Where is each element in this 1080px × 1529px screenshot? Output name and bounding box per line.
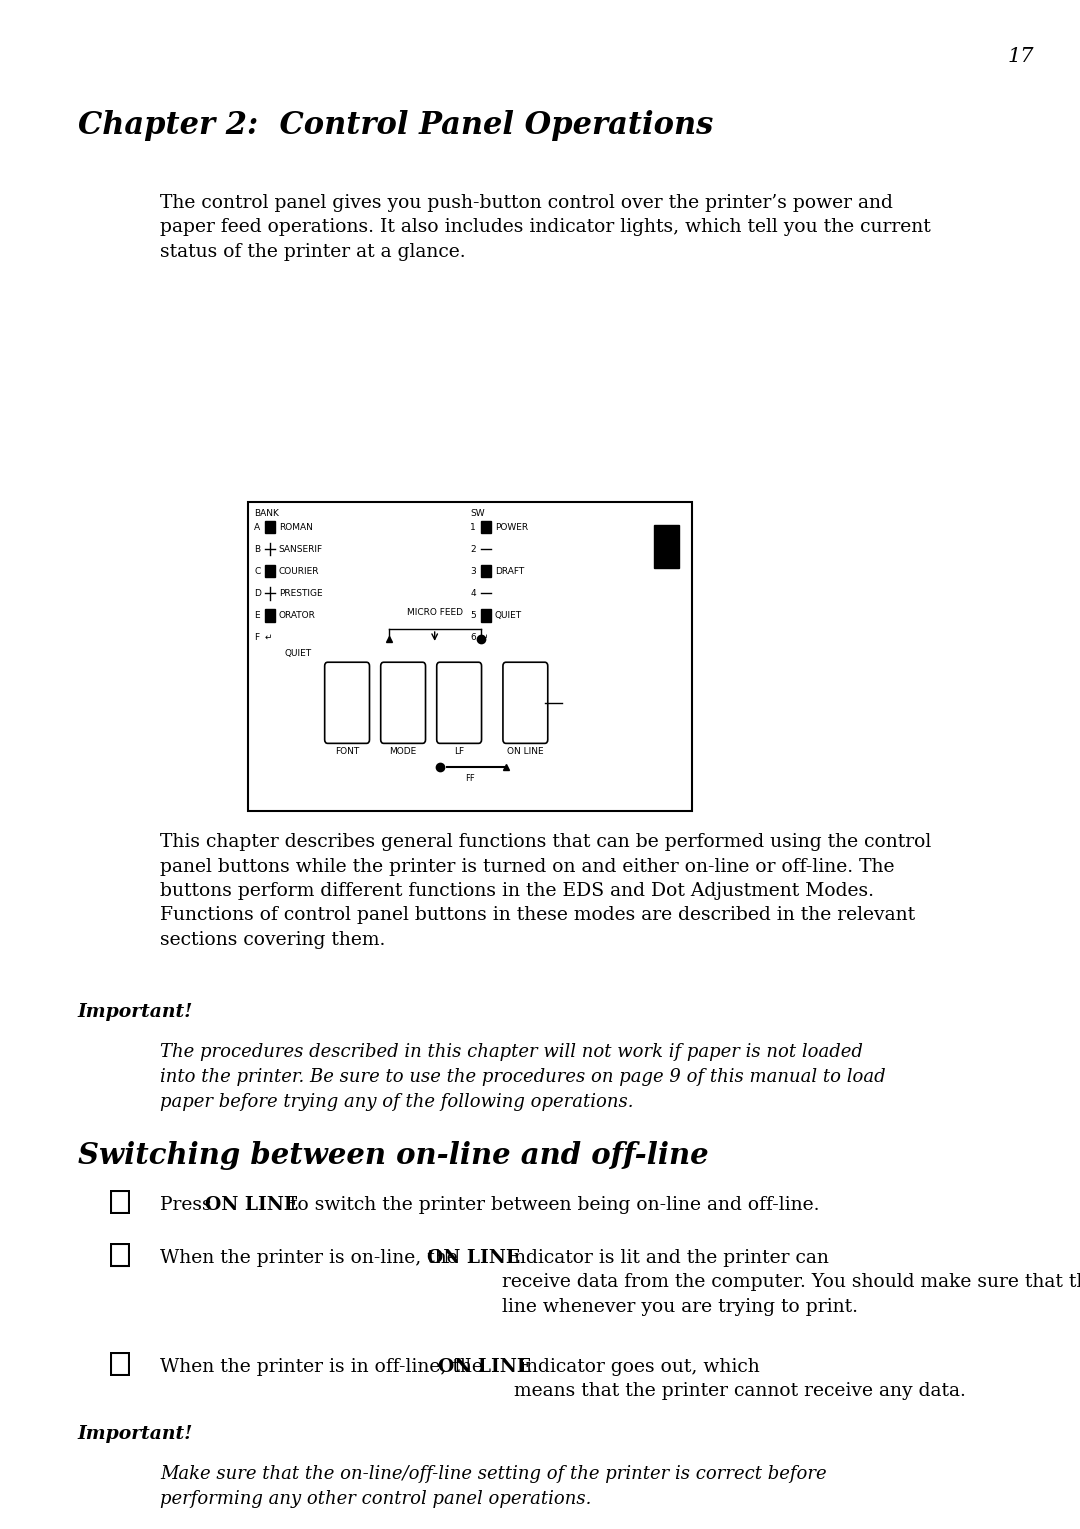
Text: ON LINE: ON LINE [427,1249,519,1268]
Text: 3: 3 [471,567,476,576]
Text: A: A [255,523,260,532]
Text: QUIET: QUIET [285,650,312,657]
Text: Switching between on-line and off-line: Switching between on-line and off-line [78,1141,708,1170]
Bar [265,521,274,534]
Text: Important!: Important! [78,1003,193,1021]
Text: ROMAN: ROMAN [279,523,313,532]
Text: SANSERIF: SANSERIF [279,544,323,553]
Bar [265,566,274,578]
Text: to switch the printer between being on-line and off-line.: to switch the printer between being on-l… [284,1196,820,1214]
Text: 6: 6 [471,633,476,642]
Text: MICRO FEED: MICRO FEED [407,607,462,616]
Text: Important!: Important! [78,1425,193,1443]
Text: F: F [255,633,259,642]
Text: 1: 1 [471,523,476,532]
Text: This chapter describes general functions that can be performed using the control: This chapter describes general functions… [160,833,931,948]
Bar [481,521,490,534]
Bar [481,566,490,578]
Text: indicator goes out, which
means that the printer cannot receive any data.: indicator goes out, which means that the… [514,1358,966,1401]
Bar [653,524,679,567]
Text: FONT: FONT [335,748,360,755]
Text: DRAFT: DRAFT [495,567,524,576]
Text: BANK: BANK [255,509,280,518]
Text: ON LINE: ON LINE [507,748,543,755]
Text: B: B [255,544,260,553]
Text: LF: LF [454,748,464,755]
Bar [265,610,274,622]
Text: ON LINE: ON LINE [438,1358,531,1376]
FancyBboxPatch shape [436,662,482,743]
Text: indicator is lit and the printer can
receive data from the computer. You should : indicator is lit and the printer can rec… [502,1249,1080,1316]
Text: ↵: ↵ [265,633,272,642]
Text: E: E [255,612,260,621]
Text: C: C [255,567,260,576]
Text: SW: SW [471,509,485,518]
Text: When the printer is on-line, the: When the printer is on-line, the [160,1249,463,1268]
Text: ↵: ↵ [481,633,488,642]
Text: D: D [255,589,261,598]
FancyBboxPatch shape [381,662,426,743]
Text: When the printer is in off-line, the: When the printer is in off-line, the [160,1358,489,1376]
Text: 4: 4 [471,589,476,598]
Text: ORATOR: ORATOR [279,612,315,621]
Text: PRESTIGE: PRESTIGE [279,589,323,598]
Text: The procedures described in this chapter will not work if paper is not loaded
in: The procedures described in this chapter… [160,1043,886,1110]
Text: COURIER: COURIER [279,567,320,576]
Text: MODE: MODE [390,748,417,755]
Text: ON LINE: ON LINE [205,1196,298,1214]
Text: 17: 17 [1008,47,1034,66]
Text: QUIET: QUIET [495,612,522,621]
Text: 5: 5 [471,612,476,621]
Text: 2: 2 [471,544,476,553]
FancyBboxPatch shape [325,662,369,743]
Text: Chapter 2:  Control Panel Operations: Chapter 2: Control Panel Operations [78,110,713,141]
Text: Make sure that the on-line/off-line setting of the printer is correct before
per: Make sure that the on-line/off-line sett… [160,1465,826,1508]
Text: The control panel gives you push-button control over the printer’s power and
pap: The control panel gives you push-button … [160,194,931,261]
Text: POWER: POWER [495,523,528,532]
Text: Press: Press [160,1196,217,1214]
Bar [481,610,490,622]
Text: FF: FF [465,774,475,783]
FancyBboxPatch shape [503,662,548,743]
